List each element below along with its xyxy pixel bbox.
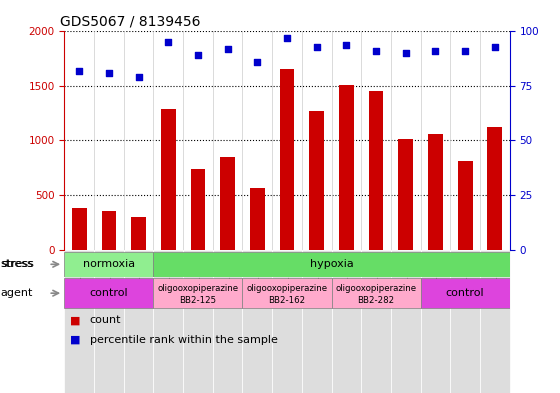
FancyBboxPatch shape [421,279,510,308]
Text: BB2-282: BB2-282 [357,296,395,305]
Bar [161,109,176,250]
Point [164,39,173,46]
Point [105,70,114,76]
Point [401,50,410,56]
Point [282,35,291,41]
Bar [213,250,242,393]
Bar [450,250,480,393]
Bar [279,68,295,250]
Bar [309,111,324,250]
Bar [361,250,391,393]
Bar [64,250,94,393]
Text: stress: stress [1,259,34,269]
Bar [428,134,443,250]
Bar [272,250,302,393]
Text: count: count [90,315,121,325]
Bar [480,250,510,393]
Text: percentile rank within the sample: percentile rank within the sample [90,335,277,345]
Point [253,59,262,65]
Bar [421,250,450,393]
Text: stress: stress [0,259,33,269]
Text: ■: ■ [70,315,81,325]
Bar [183,250,213,393]
Bar [242,250,272,393]
FancyBboxPatch shape [64,279,153,308]
Point [431,48,440,54]
Bar [487,127,502,250]
Text: oligooxopiperazine: oligooxopiperazine [157,284,239,293]
Text: oligooxopiperazine: oligooxopiperazine [246,284,328,293]
Bar [391,250,421,393]
Bar [398,140,413,250]
Bar [250,189,265,250]
Point [194,52,203,59]
Bar [72,208,87,250]
Text: BB2-125: BB2-125 [179,296,217,305]
Bar [190,169,206,250]
Bar [220,157,235,250]
Point [372,48,381,54]
Point [342,41,351,48]
Bar [131,217,146,250]
Bar [368,92,384,250]
FancyBboxPatch shape [64,252,153,277]
Text: control: control [446,288,484,298]
Point [312,44,321,50]
Text: control: control [90,288,128,298]
Bar [124,250,153,393]
Point [223,46,232,52]
Text: normoxia: normoxia [83,259,135,269]
FancyBboxPatch shape [153,279,242,308]
Text: oligooxopiperazine: oligooxopiperazine [335,284,417,293]
Bar [458,161,473,250]
Point [460,48,469,54]
Bar [332,250,361,393]
Bar [101,211,116,250]
Bar [302,250,332,393]
Point [491,44,500,50]
Text: GDS5067 / 8139456: GDS5067 / 8139456 [60,15,200,29]
FancyBboxPatch shape [332,279,421,308]
Point [134,74,143,81]
Bar [153,250,183,393]
FancyBboxPatch shape [242,279,332,308]
Bar [94,250,124,393]
Text: ■: ■ [70,335,81,345]
Point [75,68,84,74]
Text: BB2-162: BB2-162 [268,296,306,305]
Text: hypoxia: hypoxia [310,259,353,269]
Text: agent: agent [0,288,32,298]
FancyBboxPatch shape [153,252,510,277]
Bar [339,85,354,250]
